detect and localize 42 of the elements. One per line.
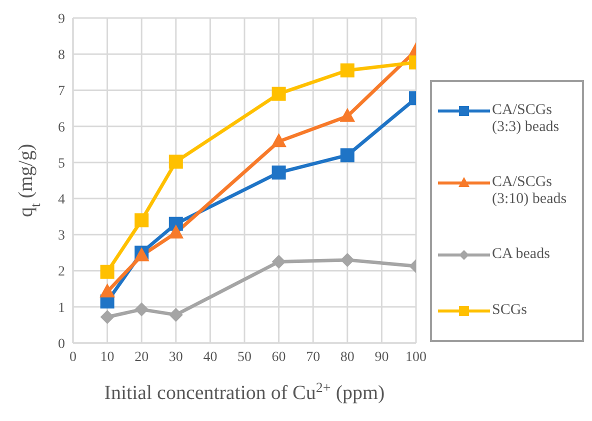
y-tick-label: 4	[58, 192, 65, 208]
point	[272, 86, 286, 101]
point	[340, 108, 356, 122]
y-tick-label: 7	[58, 84, 65, 100]
y-tick-label: 6	[58, 120, 65, 136]
y-tick-label: 1	[58, 300, 65, 316]
x-tick-label: 60	[272, 350, 286, 365]
point	[100, 310, 114, 324]
point	[168, 224, 184, 238]
x-tick-label: 10	[100, 350, 114, 365]
legend-label: SCGs	[492, 302, 528, 318]
y-tick-label: 2	[58, 264, 65, 280]
x-tick-label: 100	[406, 350, 426, 365]
point	[134, 302, 149, 316]
y-tick-label: 8	[58, 48, 65, 64]
y-tick-label: 0	[58, 336, 65, 352]
x-tick-label: 80	[340, 350, 354, 365]
x-tick-label: 50	[238, 350, 252, 365]
point	[134, 213, 149, 228]
legend-label: CA beads	[492, 246, 551, 262]
point	[340, 148, 354, 162]
point	[100, 264, 114, 279]
legend-label: CA/SCGs (3:3) beads	[492, 102, 560, 136]
point	[340, 252, 354, 267]
x-tick-label: 30	[168, 350, 183, 365]
x-tick-label: 20	[134, 350, 149, 365]
x-axis-title: Initial concentration of Cu$^{2+}$ (ppm)	[104, 380, 385, 404]
point	[168, 154, 183, 169]
point	[168, 308, 183, 322]
x-tick-label: 0	[70, 350, 76, 365]
point	[100, 283, 115, 298]
point	[340, 63, 354, 78]
legend-label: CA/SCGs (3:10) beads	[492, 174, 568, 208]
x-tick-label: 90	[374, 350, 389, 365]
y-tick-label: 5	[58, 156, 65, 172]
point	[272, 166, 286, 180]
point	[272, 254, 286, 269]
x-tick-label: 40	[203, 350, 218, 365]
x-tick-label: 70	[306, 350, 320, 365]
y-tick-label: 3	[58, 228, 65, 244]
point	[271, 133, 286, 148]
y-tick-label: 9	[58, 12, 65, 27]
